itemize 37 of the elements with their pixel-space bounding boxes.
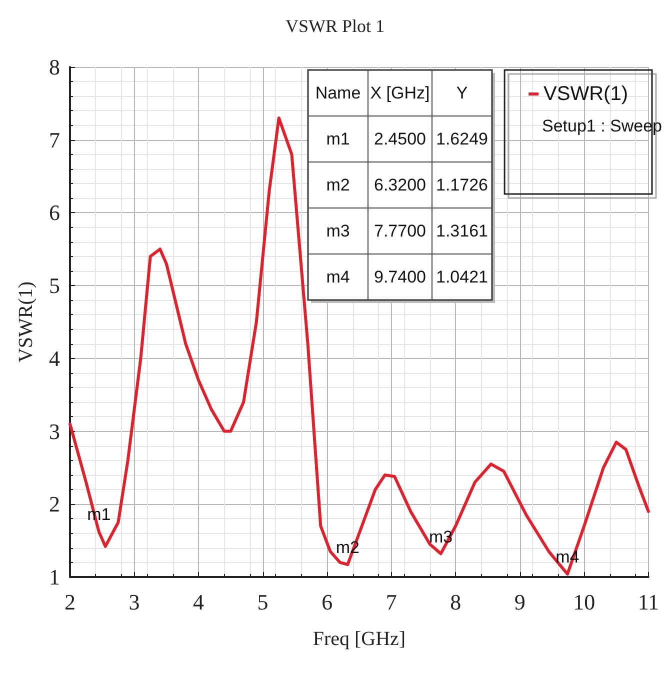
y-tick-label: 2 xyxy=(49,492,60,517)
annotation: Name xyxy=(315,84,361,102)
annotation: 2.4500 xyxy=(374,130,426,148)
x-tick-label: 5 xyxy=(257,590,268,614)
annotation: m3 xyxy=(326,222,350,240)
legend-label: VSWR(1) xyxy=(544,83,628,105)
annotation: Y xyxy=(456,84,468,102)
x-tick-label: 11 xyxy=(638,590,659,614)
y-tick-label: 7 xyxy=(49,127,60,152)
annotation: 6.3200 xyxy=(374,176,426,194)
y-tick-label: 8 xyxy=(49,54,60,80)
y-tick-label: 5 xyxy=(49,273,60,298)
x-tick-label: 7 xyxy=(386,590,397,614)
x-tick-label: 9 xyxy=(514,590,526,614)
annotation: X [GHz] xyxy=(370,84,430,102)
annotation: 1.3161 xyxy=(436,222,488,240)
annotation: m2 xyxy=(326,176,350,194)
annotation: 1.0421 xyxy=(436,268,488,286)
y-tick-label: 3 xyxy=(49,418,60,444)
x-tick-label: 4 xyxy=(193,590,204,614)
x-axis-title: Freq [GHz] xyxy=(312,628,406,650)
annotation: 1.1726 xyxy=(436,176,488,194)
annotation: m4 xyxy=(326,268,350,286)
x-tick-label: 3 xyxy=(128,590,140,614)
y-tick-label: 6 xyxy=(49,200,60,226)
annotation: 7.7700 xyxy=(374,222,426,240)
x-tick-label: 10 xyxy=(573,590,596,614)
chart-title: VSWR Plot 1 xyxy=(285,16,385,36)
y-tick-label: 1 xyxy=(49,564,60,590)
x-tick-label: 6 xyxy=(322,590,333,614)
x-tick-label: 2 xyxy=(64,590,76,614)
annotation: m1 xyxy=(326,130,350,148)
x-tick-label: 8 xyxy=(450,590,462,614)
y-tick-label: 4 xyxy=(49,346,60,371)
annotation: 1.6249 xyxy=(436,130,488,148)
annotation: 9.7400 xyxy=(374,268,426,286)
y-axis-title: VSWR(1) xyxy=(15,281,37,363)
